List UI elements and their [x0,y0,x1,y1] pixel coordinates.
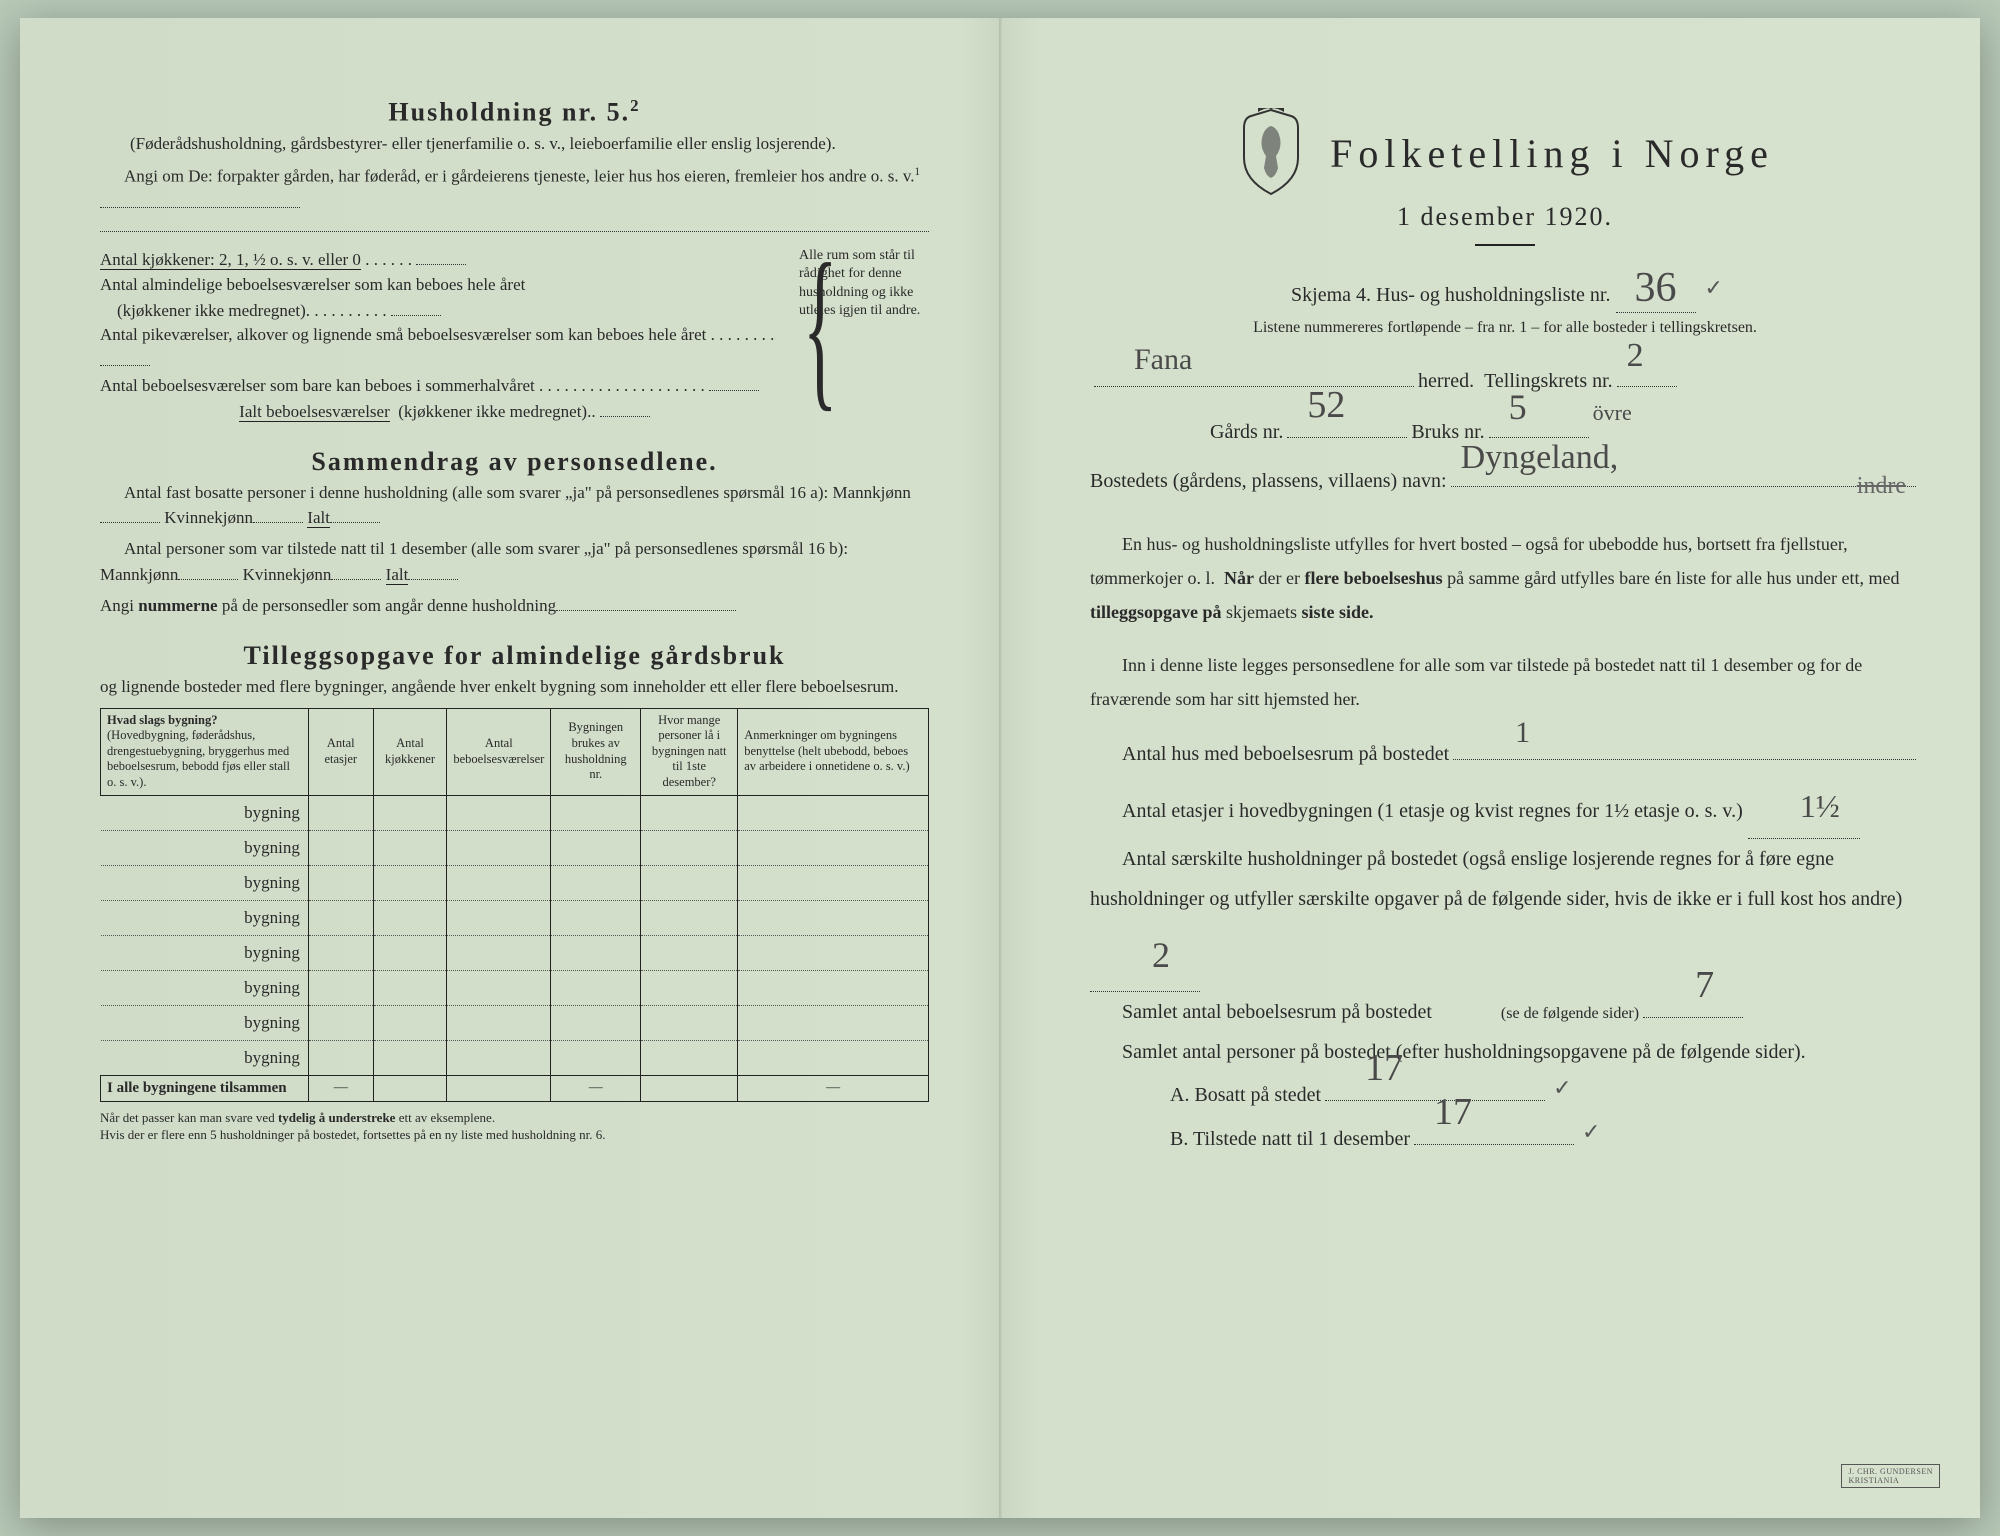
q2-line: Antal etasjer i hovedbygningen (1 etasje… [1090,774,1920,839]
q3-line: Antal særskilte husholdninger på bostede… [1090,839,1920,992]
skjema-line: Skjema 4. Hus- og husholdningsliste nr. … [1090,264,1920,313]
q5-line: Samlet antal personer på bostedet (efter… [1090,1032,1920,1072]
col-brukes: Bygningen brukes av husholdning nr. [551,708,641,795]
liste-sub: Listene nummereres fortløpende – fra nr.… [1090,319,1920,337]
col-beboelse: Antal beboelsesværelser [447,708,551,795]
angi-nummerne: Angi nummerne på de personsedler som ang… [100,593,929,619]
check-A: ✓ [1553,1066,1571,1110]
col-personer: Hvor mange personer lå i bygningen natt … [641,708,738,795]
qA-value: 17 [1365,1030,1403,1106]
brace-icon: { [803,237,838,417]
table-row: bygning [101,830,929,865]
main-title: Folketelling i Norge [1330,130,1774,177]
sam-line2: Antal personer som var tilstede natt til… [100,537,929,587]
table-row: bygning [101,935,929,970]
gards-value: 52 [1307,367,1345,443]
q1-line: Antal hus med beboelsesrum på bostedet 1 [1090,734,1920,774]
pike-line: Antal pikeværelser, alkover og lignende … [100,323,789,373]
qA-line: A. Bosatt på stedet 17 ✓ [1090,1072,1920,1116]
total-dash: — [308,1075,373,1101]
h5-subtitle: (Føderådshusholdning, gårdsbestyrer- ell… [130,132,919,157]
table-row: bygning [101,795,929,830]
total-label: I alle bygningene tilsammen [101,1075,309,1101]
qB-value: 17 [1434,1074,1472,1150]
date-subtitle: 1 desember 1920. [1090,202,1920,232]
col-kjokkener: Antal kjøkkener [373,708,447,795]
left-page: Husholdning nr. 5.2 (Føderådshusholdning… [20,18,1000,1518]
sommer-line: Antal beboelsesværelser som bare kan beb… [100,373,789,399]
check-B: ✓ [1582,1110,1600,1154]
h5-sup: 2 [630,96,640,115]
col-anmerk: Anmerkninger om bygningens benyttelse (h… [738,708,929,795]
h5-title-text: Husholdning nr. 5. [388,98,630,127]
divider [1475,244,1535,246]
herred-value: Fana [1134,330,1192,390]
bygning-table: Hvad slags bygning?(Hovedbygning, føderå… [100,708,929,1102]
bosted-line: Bostedets (gårdens, plassens, villaens) … [1090,461,1920,501]
liste-nr-value: 36 [1616,264,1696,313]
angi-line: Angi om De: forpakter gården, har føderå… [100,164,929,215]
col-bygning: Hvad slags bygning?(Hovedbygning, føderå… [101,708,309,795]
para1: En hus- og husholdningsliste utfylles fo… [1090,527,1920,630]
q3-value: 2 [1090,919,1200,992]
ialt-line: Ialt beboelsesværelser (kjøkkener ikke m… [100,399,789,425]
alm-beboelse-line: Antal almindelige beboelsesværelser som … [100,273,789,323]
right-page: Folketelling i Norge 1 desember 1920. Sk… [1000,18,1980,1518]
herred-line: Fana herred. Tellingskrets nr. 2 [1090,361,1920,401]
qB-line: B. Tilstede natt til 1 desember 17 ✓ [1090,1116,1920,1160]
sammendrag-title: Sammendrag av personsedlene. [100,447,929,477]
brace-note: { Alle rum som står til rådighet for den… [799,247,929,320]
kjokkener-line: Antal kjøkkener: 2, 1, ½ o. s. v. eller … [100,247,789,273]
table-row: bygning [101,1005,929,1040]
col-etasjer: Antal etasjer [308,708,373,795]
husholdning-5-title: Husholdning nr. 5.2 [100,96,929,128]
table-row: bygning [101,1040,929,1075]
q2-value: 1½ [1748,774,1860,839]
table-row: bygning [101,900,929,935]
check-1: ✓ [1705,275,1723,300]
tellingskrets-value: 2 [1627,322,1644,390]
sam-line1: Antal fast bosatte personer i denne hush… [100,481,929,531]
table-row: bygning [101,970,929,1005]
q4-value: 7 [1663,947,1714,1023]
coat-of-arms-icon [1236,108,1306,198]
printer-stamp: J. CHR. GUNDERSENKRISTIANIA [1841,1464,1940,1488]
footnote: Når det passer kan man svare ved tydelig… [100,1110,929,1144]
document-spread: Husholdning nr. 5.2 (Føderådshusholdning… [20,18,1980,1518]
q1-value: 1 [1483,703,1530,763]
q4-line: Samlet antal beboelsesrum på bostedet (s… [1090,992,1920,1032]
table-row: bygning [101,865,929,900]
bosted-value: Dyngeland, [1461,424,1619,492]
tillegg-title: Tilleggsopgave for almindelige gårdsbruk [100,641,929,671]
bosted-strike: indre [1857,462,1906,510]
tillegg-sub: og lignende bosteder med flere bygninger… [100,675,929,700]
